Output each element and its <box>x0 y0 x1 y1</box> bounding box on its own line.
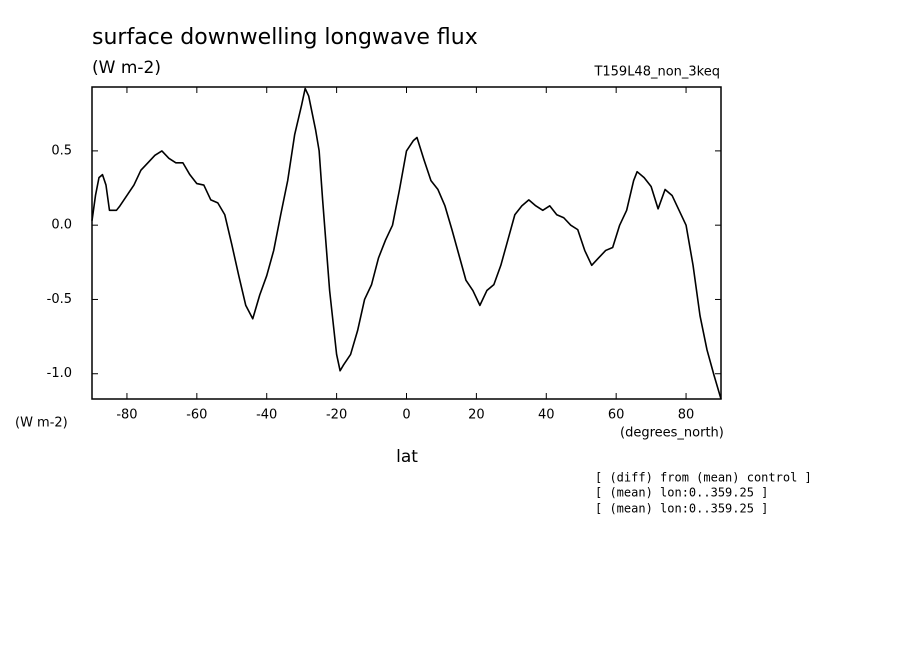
x-unit-label: (degrees_north) <box>620 426 724 441</box>
x-tick-label: 40 <box>538 408 555 423</box>
y-tick-label: 0.5 <box>51 143 72 158</box>
x-tick-label: 80 <box>678 408 695 423</box>
y-unit-label: (W m-2) <box>15 416 68 431</box>
y-tick-label: 0.0 <box>51 218 72 233</box>
y-tick-label: -1.0 <box>47 366 72 381</box>
y-tick-label: -0.5 <box>47 292 72 307</box>
x-tick-label: -80 <box>116 408 137 423</box>
x-tick-label: -40 <box>256 408 277 423</box>
plot-frame <box>91 86 722 400</box>
x-tick-label: -20 <box>326 408 347 423</box>
chart-title: surface downwelling longwave flux <box>92 25 478 50</box>
line <box>91 87 722 400</box>
x-axis-label: lat <box>396 447 418 467</box>
x-tick-label: 0 <box>402 408 410 423</box>
x-tick-label: 20 <box>468 408 485 423</box>
x-tick-label: 60 <box>608 408 625 423</box>
note: [ (mean) lon:0..359.25 ] <box>595 502 768 516</box>
chart-subtitle: (W m-2) <box>92 58 161 78</box>
note: [ (mean) lon:0..359.25 ] <box>595 486 768 500</box>
x-tick-label: -60 <box>186 408 207 423</box>
run-label: T159L48_non_3keq <box>593 65 720 80</box>
note: [ (diff) from (mean) control ] <box>595 471 812 485</box>
